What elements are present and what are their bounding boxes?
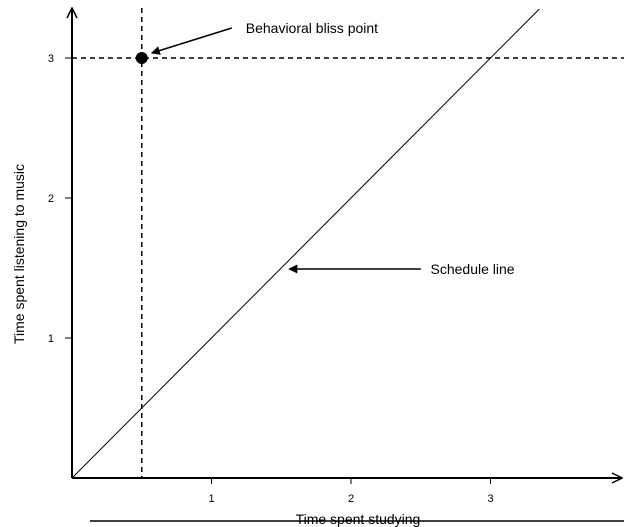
schedule-line [71,8,540,479]
annotation-bliss-point: Behavioral bliss point [150,20,378,55]
axes [72,8,622,478]
y-tick-label: 2 [48,193,54,205]
x-tick-label: 3 [487,493,493,505]
y-tick-label: 3 [48,53,54,65]
bliss-point-label: Behavioral bliss point [246,20,378,36]
reference-lines [72,8,624,478]
annotation-schedule-line: Schedule line [288,261,515,277]
x-tick-label: 2 [348,493,354,505]
x-tick-label: 1 [208,493,214,505]
x-axis-title: Time spent studying [296,511,421,527]
bliss-point-marker [135,52,148,64]
y-tick-label: 1 [48,333,54,345]
y-axis-title: Time spent listening to music [11,164,27,344]
x-ticks: 1 2 3 [208,478,494,505]
schedule-line-label: Schedule line [431,261,515,277]
bliss-point-arrow [150,27,232,55]
y-ticks: 1 2 3 [48,53,72,345]
